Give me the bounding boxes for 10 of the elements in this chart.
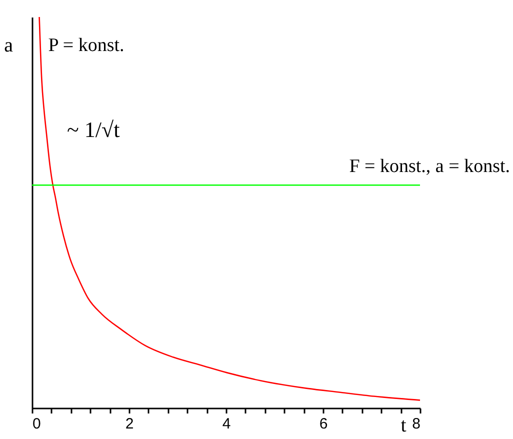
x-tick-label: 8 xyxy=(412,416,420,432)
series-label: P = konst. xyxy=(48,35,124,56)
x-axis-title: t xyxy=(400,414,407,436)
x-tick-label: 4 xyxy=(222,416,231,432)
x-tick-label: 6 xyxy=(319,416,328,432)
series-label: F = konst., a = konst. xyxy=(349,156,510,178)
x-tick-label: 0 xyxy=(32,416,41,432)
x-tick-label: 2 xyxy=(125,416,134,432)
y-axis-title: a xyxy=(4,34,14,56)
annotation: ~ 1/√t xyxy=(67,117,120,142)
